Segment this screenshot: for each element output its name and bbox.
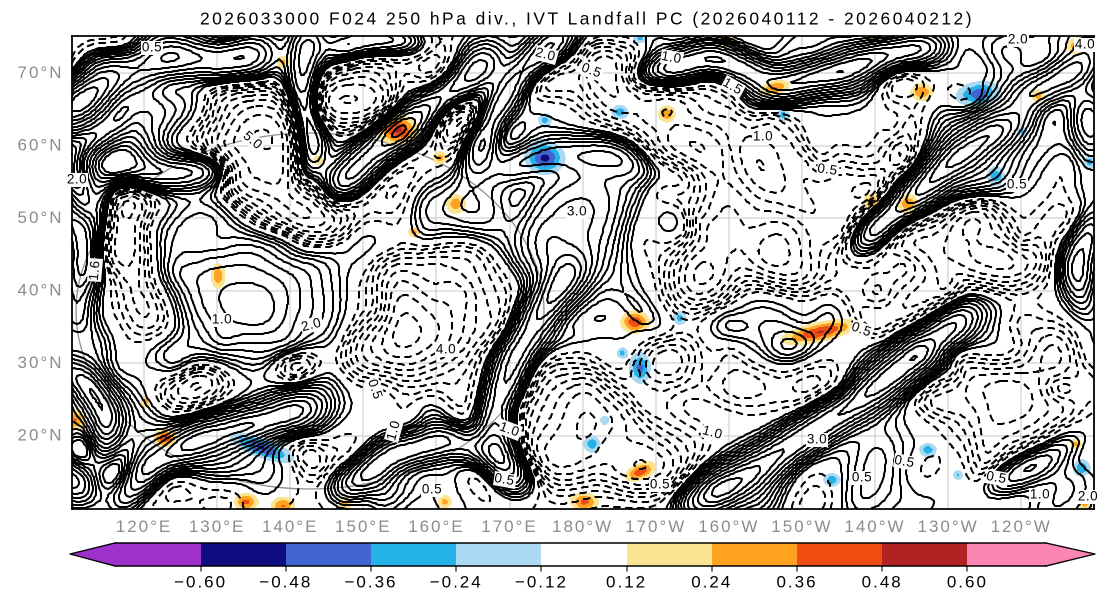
svg-text:150°W: 150°W <box>771 517 832 536</box>
svg-text:170°W: 170°W <box>625 517 686 536</box>
svg-text:40°N: 40°N <box>18 281 64 300</box>
svg-text:0.5: 0.5 <box>493 470 516 488</box>
svg-text:0.5: 0.5 <box>422 482 442 497</box>
svg-text:0.5: 0.5 <box>816 160 838 178</box>
svg-text:30°N: 30°N <box>18 353 64 372</box>
svg-text:2.0: 2.0 <box>1078 489 1098 504</box>
svg-text:2.0: 2.0 <box>534 44 557 64</box>
svg-text:0.5: 0.5 <box>893 452 916 470</box>
svg-text:−0.12: −0.12 <box>515 573 568 592</box>
svg-text:140°W: 140°W <box>844 517 905 536</box>
svg-text:150°E: 150°E <box>335 517 392 536</box>
svg-text:70°N: 70°N <box>18 63 64 82</box>
svg-text:0.5: 0.5 <box>852 470 872 485</box>
svg-text:3.0: 3.0 <box>807 432 827 447</box>
svg-text:1.0: 1.0 <box>383 419 403 442</box>
svg-text:170°E: 170°E <box>481 517 538 536</box>
svg-text:130°E: 130°E <box>189 517 246 536</box>
svg-text:4.0: 4.0 <box>1075 37 1095 52</box>
svg-text:1.6: 1.6 <box>86 260 103 282</box>
svg-text:50°N: 50°N <box>18 208 64 227</box>
svg-text:0.36: 0.36 <box>776 573 817 592</box>
svg-text:0.48: 0.48 <box>862 573 903 592</box>
svg-text:20°N: 20°N <box>18 426 64 445</box>
svg-text:0.5: 0.5 <box>142 40 162 55</box>
svg-text:1.0: 1.0 <box>753 129 773 144</box>
svg-text:0.24: 0.24 <box>691 573 732 592</box>
svg-text:120°W: 120°W <box>991 517 1052 536</box>
svg-text:0.5: 0.5 <box>650 477 670 492</box>
svg-text:130°W: 130°W <box>917 517 978 536</box>
svg-text:120°E: 120°E <box>116 517 173 536</box>
svg-text:160°E: 160°E <box>408 517 465 536</box>
svg-text:2026033000 F024 250 hPa div.,: 2026033000 F024 250 hPa div., IVT Landfa… <box>200 8 974 28</box>
svg-text:180°W: 180°W <box>552 517 613 536</box>
svg-text:1.0: 1.0 <box>498 419 522 440</box>
svg-text:−0.36: −0.36 <box>344 573 397 592</box>
svg-text:2.0: 2.0 <box>1008 32 1028 47</box>
svg-text:−0.24: −0.24 <box>430 573 483 592</box>
svg-text:−0.60: −0.60 <box>174 573 227 592</box>
svg-text:3.0: 3.0 <box>567 204 587 219</box>
svg-text:0.5: 0.5 <box>1007 177 1027 192</box>
svg-text:−0.48: −0.48 <box>259 573 312 592</box>
svg-text:60°N: 60°N <box>18 135 64 154</box>
svg-text:0.5: 0.5 <box>365 377 386 401</box>
svg-text:1.0: 1.0 <box>212 312 232 327</box>
svg-text:4.0: 4.0 <box>436 342 456 357</box>
svg-text:0.60: 0.60 <box>947 573 988 592</box>
svg-text:2.0: 2.0 <box>299 315 322 335</box>
svg-text:1.0: 1.0 <box>660 48 683 66</box>
svg-text:0.5: 0.5 <box>580 60 604 81</box>
svg-text:0.5: 0.5 <box>850 319 874 340</box>
svg-text:0.12: 0.12 <box>606 573 647 592</box>
svg-text:2.0: 2.0 <box>67 172 87 187</box>
svg-text:160°W: 160°W <box>698 517 759 536</box>
svg-text:0.5: 0.5 <box>985 468 1008 486</box>
svg-text:1.0: 1.0 <box>701 422 724 442</box>
svg-text:1.0: 1.0 <box>1030 487 1050 502</box>
svg-text:140°E: 140°E <box>262 517 319 536</box>
